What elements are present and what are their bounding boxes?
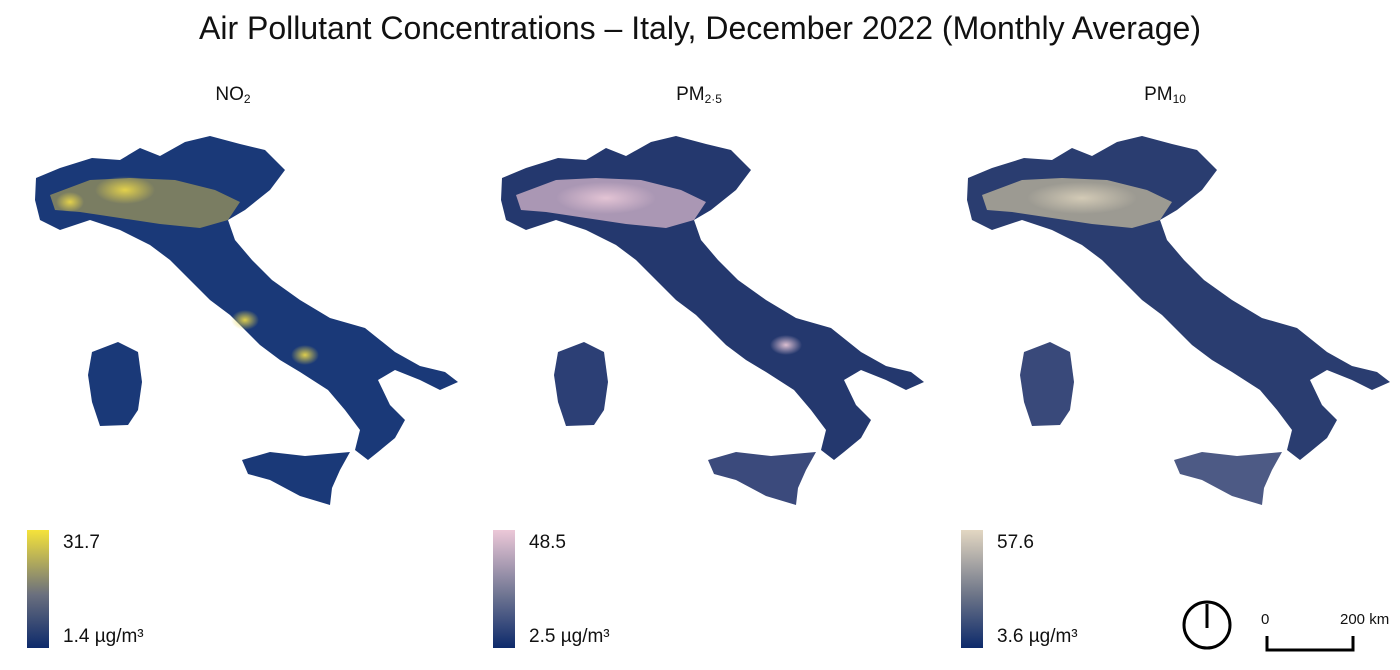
legend-colorbar-pm10 bbox=[961, 530, 983, 648]
panel-pm10: PM10 57.6 3.6 µg/m³ bbox=[932, 0, 1398, 670]
map-italy-pm10 bbox=[967, 136, 1390, 505]
panel-label-pm25: PM2·5 bbox=[466, 84, 932, 106]
panel-label-main: NO bbox=[215, 84, 244, 105]
sicily bbox=[708, 452, 816, 505]
scale-label-start: 0 bbox=[1261, 611, 1270, 628]
panel-pm25: PM2·5 48.5 2.5 µg/m³ bbox=[466, 0, 932, 670]
legend-colorbar-pm25 bbox=[493, 530, 515, 648]
panel-label-pm10: PM10 bbox=[932, 84, 1398, 106]
map-italy-pm25 bbox=[501, 136, 924, 505]
legend-colorbar-no2 bbox=[27, 530, 49, 648]
legend-min-no2: 1.4 µg/m³ bbox=[63, 626, 144, 647]
panel-label-sub: 2·5 bbox=[704, 92, 722, 106]
legend-min-pm10: 3.6 µg/m³ bbox=[997, 626, 1078, 647]
sardinia bbox=[1020, 342, 1074, 426]
legend-max-pm25: 48.5 bbox=[529, 532, 566, 553]
sardinia bbox=[88, 342, 142, 426]
legend-max-no2: 31.7 bbox=[63, 532, 100, 553]
panel-label-sub: 10 bbox=[1172, 92, 1186, 106]
north-arrow-icon bbox=[1182, 600, 1232, 650]
sicily bbox=[1174, 452, 1282, 505]
sardinia bbox=[554, 342, 608, 426]
panel-no2: NO2 31.7 1.4 µg/m³ bbox=[0, 0, 466, 670]
legend-max-pm10: 57.6 bbox=[997, 532, 1034, 553]
panel-label-main: PM bbox=[676, 84, 705, 105]
sicily bbox=[242, 452, 350, 505]
scale-label-end: 200 km bbox=[1340, 611, 1390, 628]
panel-label-main: PM bbox=[1144, 84, 1173, 105]
legend-min-pm25: 2.5 µg/m³ bbox=[529, 626, 610, 647]
map-italy-no2 bbox=[35, 136, 458, 505]
panel-label-no2: NO2 bbox=[0, 84, 466, 106]
scale-bar bbox=[1265, 636, 1355, 652]
panel-label-sub: 2 bbox=[243, 92, 251, 106]
map-title: Air Pollutant Concentrations – Italy, De… bbox=[199, 10, 1201, 46]
